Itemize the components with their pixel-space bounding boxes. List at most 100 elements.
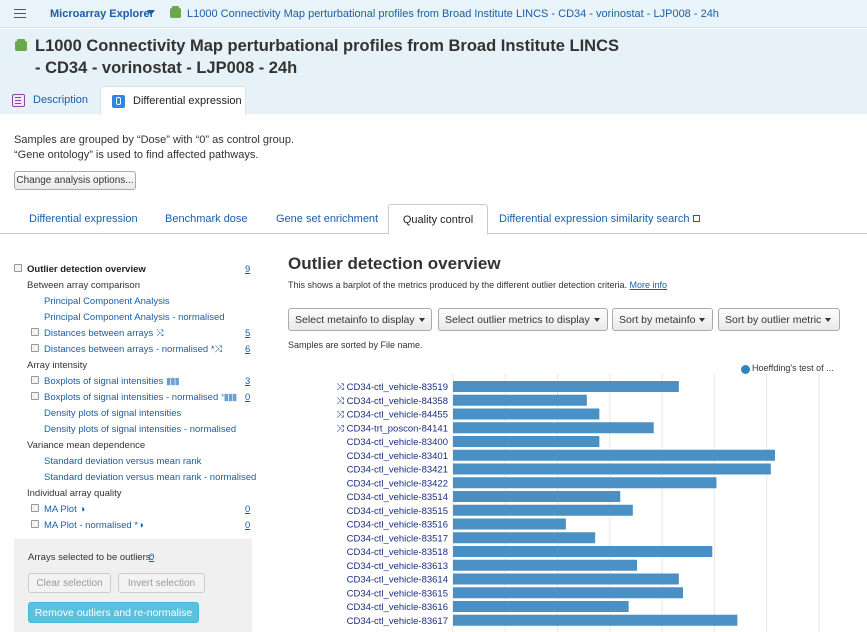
ma-plot-normalised-count[interactable]: 0 bbox=[245, 520, 251, 531]
sample-label[interactable]: CD34-ctl_vehicle-83401 bbox=[347, 451, 448, 462]
subtab-benchmark-dose[interactable]: Benchmark dose bbox=[165, 213, 248, 225]
sample-label[interactable]: CD34-ctl_vehicle-83518 bbox=[347, 547, 448, 558]
sidebar-item-boxplots[interactable]: Boxplots of signal intensities ▮▮▮ bbox=[44, 376, 180, 387]
bar[interactable] bbox=[453, 381, 679, 392]
sidebar-item-density[interactable]: Density plots of signal intensities bbox=[44, 408, 182, 419]
dataset-tabs: Description Differential expression bbox=[0, 86, 867, 115]
select-outlier-metrics-dropdown[interactable]: Select outlier metrics to display bbox=[438, 308, 608, 331]
legend-label[interactable]: Hoeffding's test of ... bbox=[752, 363, 834, 373]
sample-label[interactable]: CD34-ctl_vehicle-83614 bbox=[347, 575, 448, 586]
select-outlier-metrics-label: Select outlier metrics to display bbox=[445, 313, 590, 326]
bar[interactable] bbox=[453, 518, 566, 530]
sidebar-item-pca[interactable]: Principal Component Analysis bbox=[44, 296, 170, 307]
bar[interactable] bbox=[453, 573, 679, 585]
select-metainfo-dropdown[interactable]: Select metainfo to display bbox=[288, 308, 432, 331]
invert-selection-button[interactable]: Invert selection bbox=[118, 573, 205, 593]
bar[interactable] bbox=[453, 546, 713, 557]
legend-marker[interactable] bbox=[741, 365, 750, 374]
bar[interactable] bbox=[453, 463, 771, 475]
sort-by-metainfo-dropdown[interactable]: Sort by metainfo bbox=[612, 308, 713, 331]
sidebar-item-ma-plot-normalised[interactable]: MA Plot - normalised *◑ bbox=[44, 520, 144, 531]
boxplots-count[interactable]: 3 bbox=[245, 376, 251, 387]
sort-by-metainfo-label: Sort by metainfo bbox=[619, 313, 696, 326]
subtab-quality-control[interactable]: Quality control bbox=[388, 204, 488, 235]
sample-label[interactable]: CD34-ctl_vehicle-83515 bbox=[347, 506, 448, 517]
more-info-link[interactable]: More info bbox=[629, 280, 668, 290]
bar[interactable] bbox=[453, 587, 683, 599]
sidebar-item-pca-normalised[interactable]: Principal Component Analysis - normalise… bbox=[44, 312, 225, 323]
boxplots-checkbox[interactable] bbox=[31, 376, 39, 384]
bar[interactable] bbox=[453, 408, 600, 420]
sidebar-item-density-normalised[interactable]: Density plots of signal intensities - no… bbox=[44, 424, 237, 435]
subtab-similarity-search[interactable]: Differential expression similarity searc… bbox=[499, 213, 700, 225]
bar[interactable] bbox=[453, 491, 621, 502]
distances-count[interactable]: 5 bbox=[245, 328, 251, 339]
sample-label[interactable]: CD34-ctl_vehicle-83400 bbox=[347, 437, 448, 448]
bar[interactable] bbox=[453, 532, 596, 544]
sidebar-item-ma-plot[interactable]: MA Plot ◑ bbox=[44, 504, 85, 515]
sort-by-outlier-metric-dropdown[interactable]: Sort by outlier metric bbox=[718, 308, 840, 331]
ma-plot-normalised-checkbox[interactable] bbox=[31, 520, 39, 528]
bar[interactable] bbox=[453, 504, 633, 516]
distances-normalised-checkbox[interactable] bbox=[31, 344, 39, 352]
bar[interactable] bbox=[453, 436, 600, 447]
bar[interactable] bbox=[453, 449, 775, 461]
subtab-differential-expression[interactable]: Differential expression bbox=[29, 213, 138, 225]
subtab-similarity-search-label: Differential expression similarity searc… bbox=[499, 213, 690, 225]
analysis-description: Samples are grouped by “Dose” with “0” a… bbox=[14, 133, 294, 163]
distances-checkbox[interactable] bbox=[31, 328, 39, 336]
section-variance-mean: Variance mean dependence bbox=[27, 440, 146, 451]
boxplot-icon: *▮▮▮ bbox=[220, 392, 237, 403]
list-icon bbox=[12, 93, 25, 107]
app-brand-menu[interactable]: Microarray Explorer bbox=[50, 8, 154, 20]
sample-label[interactable]: CD34-ctl_vehicle-83422 bbox=[347, 478, 448, 489]
tab-description-label: Description bbox=[33, 94, 89, 106]
half-circle-icon: ◑ bbox=[79, 504, 86, 515]
bar[interactable] bbox=[453, 601, 629, 612]
sample-label[interactable]: ⤨ CD34-ctl_vehicle-84358 bbox=[336, 396, 448, 407]
sample-label[interactable]: ⤨ CD34-ctl_vehicle-83519 bbox=[336, 382, 448, 393]
boxplots-normalised-count[interactable]: 0 bbox=[245, 392, 251, 403]
ma-plot-count[interactable]: 0 bbox=[245, 504, 251, 515]
sidebar-item-distances[interactable]: Distances between arrays ⤨ bbox=[44, 328, 164, 339]
bar[interactable] bbox=[453, 559, 637, 571]
tab-differential-expression[interactable]: Differential expression bbox=[100, 86, 246, 115]
sidebar-item-boxplots-normalised[interactable]: Boxplots of signal intensities - normali… bbox=[44, 392, 237, 403]
sidebar-item-outlier-overview[interactable]: Outlier detection overview bbox=[27, 264, 146, 275]
sample-label[interactable]: CD34-ctl_vehicle-83616 bbox=[347, 602, 448, 613]
remove-outliers-button[interactable]: Remove outliers and re-normalise bbox=[28, 602, 199, 623]
outliers-selected-count[interactable]: 0 bbox=[149, 552, 155, 563]
breadcrumb-dataset[interactable]: L1000 Connectivity Map perturbational pr… bbox=[187, 8, 719, 20]
bar[interactable] bbox=[453, 614, 738, 626]
tab-description[interactable]: Description bbox=[12, 86, 88, 114]
external-link-icon bbox=[692, 215, 700, 222]
sample-label[interactable]: CD34-ctl_vehicle-83517 bbox=[347, 533, 448, 544]
sample-label[interactable]: CD34-ctl_vehicle-83516 bbox=[347, 520, 448, 531]
subtab-gene-set-enrichment[interactable]: Gene set enrichment bbox=[276, 213, 379, 225]
bar[interactable] bbox=[453, 394, 587, 406]
bar[interactable] bbox=[453, 422, 654, 434]
sample-label[interactable]: CD34-ctl_vehicle-83421 bbox=[347, 465, 448, 476]
sample-label[interactable]: CD34-ctl_vehicle-83514 bbox=[347, 492, 448, 503]
bar[interactable] bbox=[453, 477, 717, 489]
sample-label[interactable]: ⤨ CD34-trt_poscon-84141 bbox=[336, 423, 448, 434]
sample-label[interactable]: CD34-ctl_vehicle-83613 bbox=[347, 561, 448, 572]
sample-label[interactable]: CD34-ctl_vehicle-83615 bbox=[347, 588, 448, 599]
boxplots-normalised-checkbox[interactable] bbox=[31, 392, 39, 400]
sidebar-item-sd-mean-rank[interactable]: Standard deviation versus mean rank bbox=[44, 456, 202, 467]
sample-label[interactable]: ⤨ CD34-ctl_vehicle-84455 bbox=[336, 410, 448, 421]
select-metainfo-label: Select metainfo to display bbox=[295, 313, 415, 326]
caret-down-icon[interactable] bbox=[147, 10, 155, 15]
sample-label[interactable]: CD34-ctl_vehicle-83617 bbox=[347, 616, 448, 627]
sort-by-outlier-metric-label: Sort by outlier metric bbox=[725, 313, 822, 326]
sidebar-item-distances-normalised[interactable]: Distances between arrays - normalised *⤨ bbox=[44, 344, 222, 355]
overview-checkbox[interactable] bbox=[14, 264, 22, 272]
change-analysis-options-button[interactable]: Change analysis options... bbox=[14, 171, 136, 190]
sidebar-item-sd-mean-rank-normalised[interactable]: Standard deviation versus mean rank - no… bbox=[44, 472, 257, 483]
dataset-icon bbox=[15, 39, 27, 51]
overview-count[interactable]: 9 bbox=[245, 264, 251, 275]
distances-normalised-count[interactable]: 6 bbox=[245, 344, 251, 355]
clear-selection-button[interactable]: Clear selection bbox=[28, 573, 111, 593]
ma-plot-checkbox[interactable] bbox=[31, 504, 39, 512]
hamburger-menu-icon[interactable] bbox=[14, 9, 26, 18]
